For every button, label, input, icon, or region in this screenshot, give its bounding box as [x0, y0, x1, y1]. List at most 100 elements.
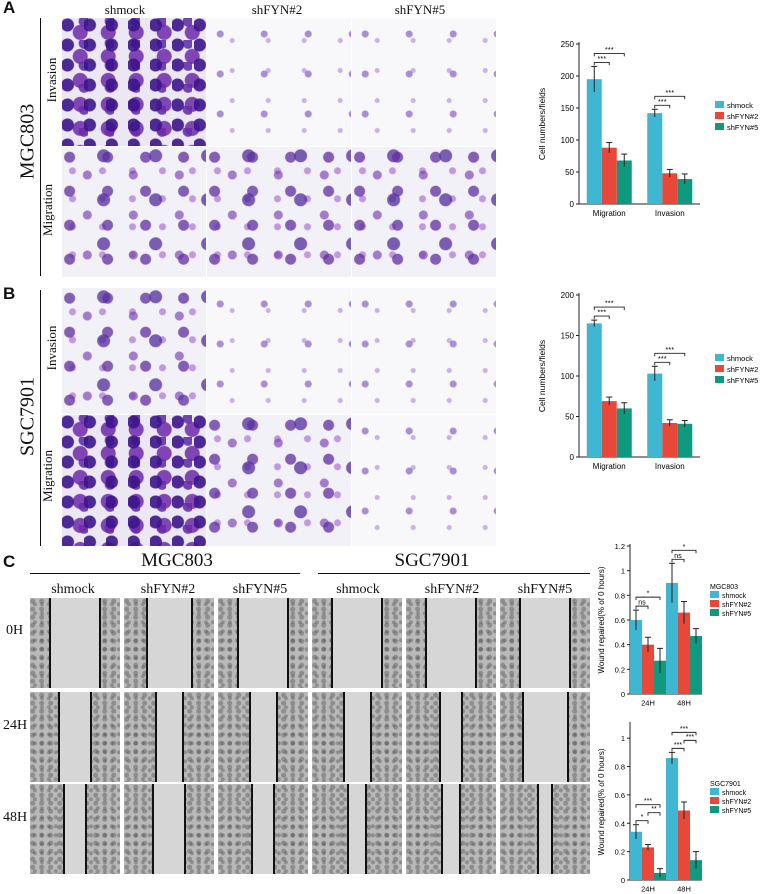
y-tick-label: 1: [621, 567, 625, 576]
legend-swatch: [710, 591, 719, 598]
significance-label: ***: [644, 798, 652, 805]
y-tick-label: 100: [561, 136, 575, 145]
wound-image-r1-c4: [312, 598, 402, 688]
wound-image-r2-c3: [218, 692, 308, 782]
wound-edge-line: [521, 692, 524, 782]
micrograph-a-invasion-shmock: [62, 18, 206, 146]
y-tick-label: 0.8: [615, 591, 625, 600]
y-axis-label: Cell numbers/fields: [537, 340, 547, 412]
wound-edge-line: [286, 598, 289, 688]
significance-bracket: [671, 731, 697, 736]
column-label-shfyn2: shFYN#2: [251, 2, 303, 17]
wound-edge-line: [145, 598, 148, 688]
micrograph-a-migration-shfyn2: [207, 147, 351, 277]
wound-row-label-0h: 0H: [6, 623, 24, 638]
wound-edge-line: [183, 784, 186, 874]
wound-edge-line: [369, 692, 372, 782]
bar: [666, 758, 678, 880]
wound-edge-line: [89, 692, 92, 782]
wound-row-label-48h: 48H: [3, 810, 28, 825]
x-tick-label: Invasion: [655, 462, 685, 471]
wound-edge-line: [441, 784, 443, 874]
bar: [690, 860, 702, 880]
significance-label: **: [651, 806, 657, 813]
bar: [642, 847, 654, 880]
significance-label: ***: [680, 726, 688, 733]
bar: [642, 644, 654, 694]
y-tick-label: 150: [561, 332, 575, 341]
wound-col-label-5: shFYN#2: [424, 582, 480, 597]
wound-edge-line: [62, 784, 65, 874]
significance-label: ***: [665, 88, 674, 97]
bar: [647, 373, 663, 457]
significance-label: ***: [597, 308, 606, 317]
wound-edge-line: [550, 784, 553, 874]
bar: [647, 113, 663, 204]
wound-col-label-4: shmock: [336, 582, 380, 597]
wound-col-label-1: shmock: [51, 582, 95, 597]
wound-edge-line: [380, 598, 383, 688]
wound-edge-line: [98, 598, 101, 688]
wound-gap: [538, 784, 552, 874]
y-tick-label: 250: [561, 40, 575, 49]
legend-label: shFYN#2: [722, 602, 751, 609]
wound-gap: [251, 784, 275, 874]
wound-gap: [520, 598, 570, 688]
y-tick-label: 0.6: [615, 791, 625, 800]
micrograph-b-invasion-shfyn5: [352, 288, 496, 414]
wound-image-r2-c6: [500, 692, 590, 782]
micrograph-a-invasion-shfyn5: [352, 18, 496, 146]
significance-bracket: [647, 812, 661, 816]
legend-swatch: [710, 806, 719, 813]
legend-swatch: [715, 123, 724, 130]
wound-edge-line: [438, 692, 441, 782]
wound-edge-line: [237, 598, 240, 688]
bar: [630, 620, 642, 694]
wound-edge-line: [519, 598, 522, 688]
bar: [678, 612, 690, 694]
wound-edge-line: [49, 598, 52, 688]
x-tick-label: 24H: [641, 699, 655, 708]
wound-edge-line: [331, 598, 334, 688]
wound-image-r1-c3: [218, 598, 308, 688]
y-tick-label: 0.4: [615, 819, 625, 828]
wound-image-r2-c2: [124, 692, 214, 782]
legend-swatch: [715, 101, 724, 108]
wound-gap: [63, 784, 87, 874]
wound-gap: [238, 598, 288, 688]
y-tick-label: 200: [561, 291, 575, 300]
significance-bracket: [654, 95, 686, 100]
wound-gap: [146, 598, 192, 688]
legend-title: SGC7901: [710, 781, 741, 788]
wound-edge-line: [537, 784, 540, 874]
legend-label: shmock: [727, 101, 753, 110]
legend-label: shFYN#2: [727, 365, 758, 374]
bar-chart-a: 0 50 100 150 200 250 Cell numbers/fields Migrat…: [537, 40, 758, 218]
significance-label: ***: [658, 97, 667, 106]
significance-label: ***: [605, 299, 614, 308]
significance-label: ***: [605, 45, 614, 54]
significance-bracket: [635, 605, 649, 610]
significance-bracket: [671, 558, 685, 563]
significance-label: ***: [597, 54, 606, 63]
significance-bracket: [683, 739, 697, 744]
y-tick-label: 0.8: [615, 763, 625, 772]
significance-bracket: [671, 747, 685, 752]
wound-gap: [426, 598, 476, 688]
significance-label: *: [683, 544, 686, 551]
bar: [616, 160, 632, 204]
wound-edge-line: [273, 784, 276, 874]
wound-image-r2-c1: [30, 692, 120, 782]
group-line-sgc7901: [318, 573, 590, 574]
wound-edge-line: [152, 784, 155, 874]
significance-label: ns: [674, 553, 682, 560]
significance-label: ***: [665, 345, 674, 354]
significance-bracket: [654, 352, 686, 357]
legend-label: shmock: [727, 354, 753, 363]
wound-image-r2-c4: [312, 692, 402, 782]
y-tick-label: 50: [565, 168, 574, 177]
significance-bracket: [593, 315, 610, 320]
legend-label: shFYN#5: [727, 376, 758, 385]
wound-image-r3-c1: [30, 784, 120, 874]
micrograph-a-invasion-shfyn2: [207, 18, 351, 146]
